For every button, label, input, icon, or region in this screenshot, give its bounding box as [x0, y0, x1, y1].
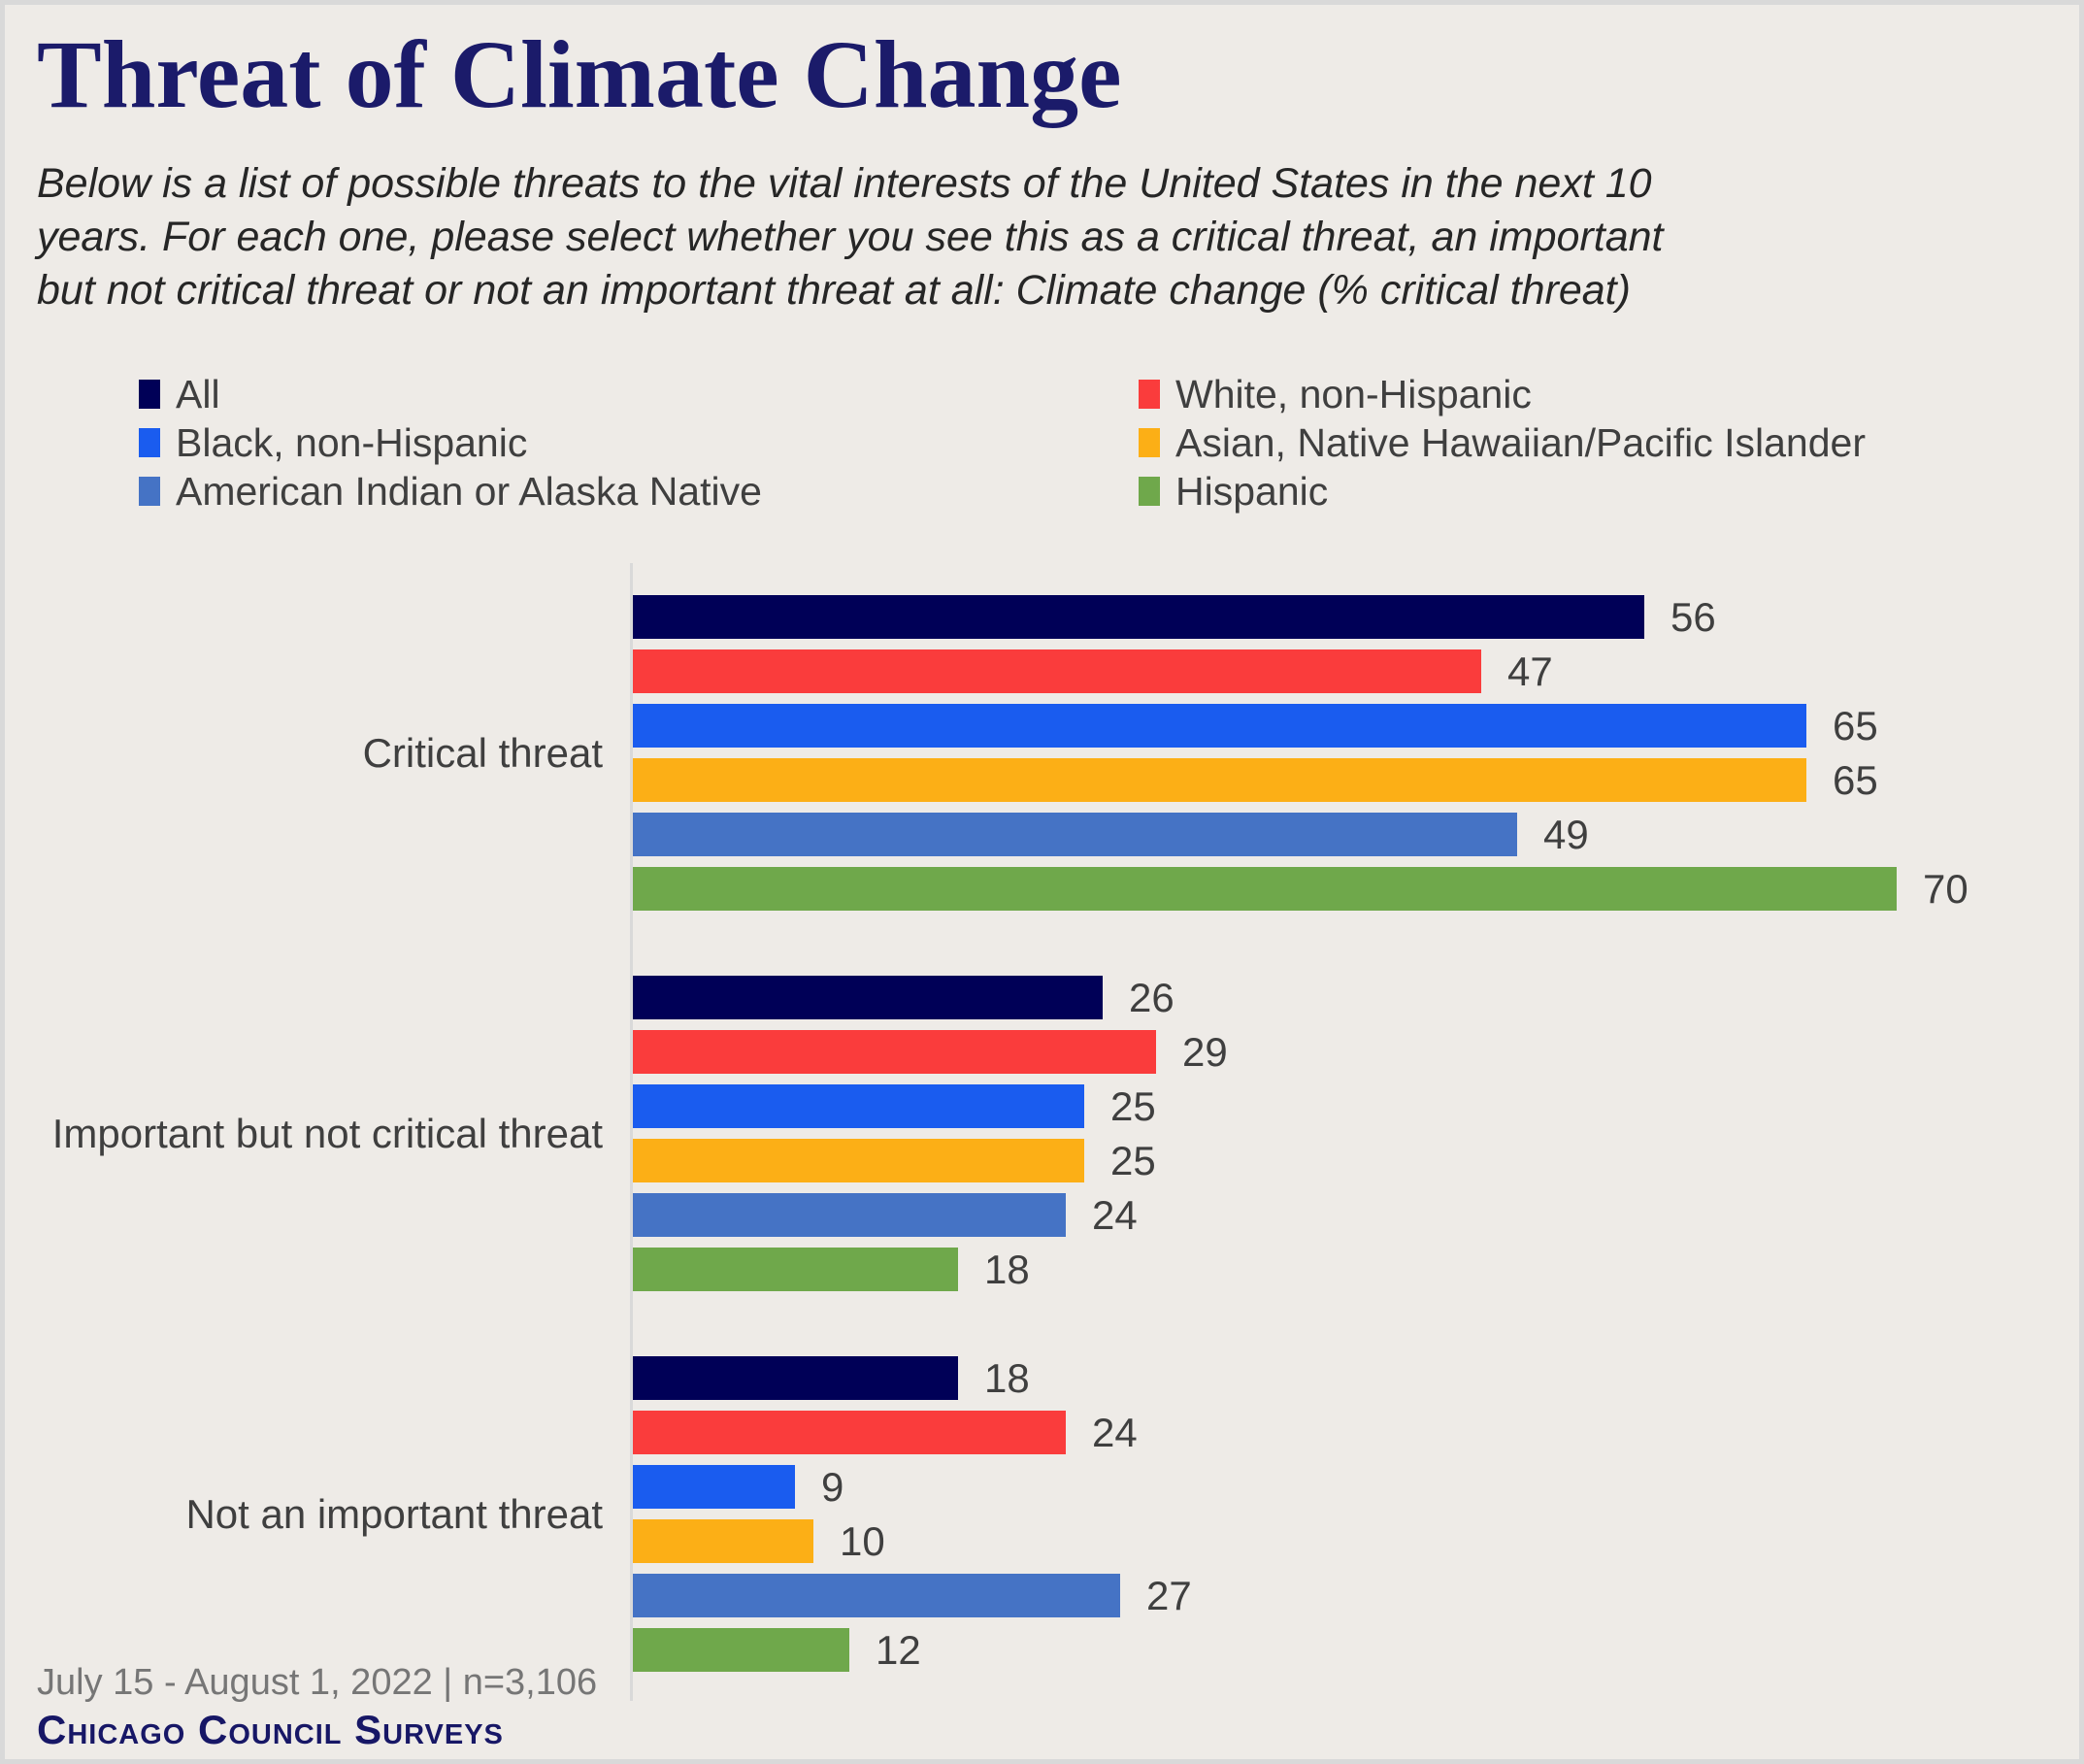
bar-stack: 56 47 65 65 49 70 [633, 593, 2079, 912]
bar-row: 65 [633, 702, 2079, 749]
value-label: 47 [1507, 648, 1553, 694]
value-label: 49 [1543, 811, 1589, 857]
footer: July 15 - August 1, 2022 | n=3,106 Chica… [37, 1659, 597, 1754]
bar [633, 1248, 958, 1291]
bar-group: Critical threat 56 47 65 65 49 70 [5, 593, 2079, 912]
bar-row: 49 [633, 811, 2079, 857]
legend-label: Asian, Native Hawaiian/Pacific Islander [1175, 419, 1866, 465]
value-label: 29 [1182, 1028, 1228, 1075]
legend-color-swatch [139, 428, 160, 457]
category-label: Critical threat [362, 730, 603, 776]
bar [633, 1574, 1120, 1617]
legend-item: American Indian or Alaska Native [139, 469, 1139, 515]
legend-label: American Indian or Alaska Native [176, 468, 762, 514]
legend-label: All [176, 371, 220, 416]
bar [633, 1030, 1156, 1074]
legend-item: Hispanic [1139, 469, 2050, 515]
bar [633, 758, 1806, 802]
legend-color-swatch [139, 380, 160, 409]
bar-row: 56 [633, 593, 2079, 640]
category-label: Not an important threat [185, 1491, 603, 1537]
y-axis-line [630, 563, 633, 1701]
legend-color-swatch [1139, 380, 1160, 409]
bar-row: 9 [633, 1463, 2079, 1510]
bar-row: 10 [633, 1517, 2079, 1564]
bar [633, 1519, 813, 1563]
bar-row: 70 [633, 865, 2079, 912]
bar [633, 813, 1517, 856]
bar [633, 867, 1897, 911]
bar [633, 976, 1103, 1019]
value-label: 25 [1110, 1137, 1156, 1183]
subtitle-line: years. For each one, please select wheth… [37, 214, 1664, 260]
bar [633, 704, 1806, 748]
chart-subtitle: Below is a list of possible threats to t… [37, 157, 2050, 317]
legend-label: White, non-Hispanic [1175, 371, 1532, 416]
subtitle-line: Below is a list of possible threats to t… [37, 160, 1652, 207]
bar-row: 12 [633, 1626, 2079, 1673]
bar-row: 26 [633, 974, 2079, 1020]
bar [633, 649, 1481, 693]
value-label: 27 [1146, 1572, 1192, 1618]
value-label: 24 [1092, 1191, 1138, 1238]
bar-group: Not an important threat 18 24 9 10 27 12 [5, 1354, 2079, 1673]
bar [633, 1628, 849, 1672]
legend-color-swatch [1139, 477, 1160, 506]
bar [633, 1084, 1084, 1128]
value-label: 10 [840, 1517, 885, 1564]
bar [633, 1465, 795, 1509]
chart-title: Threat of Climate Change [37, 20, 1122, 128]
legend-color-swatch [139, 477, 160, 506]
legend: All White, non-Hispanic Black, non-Hispani… [139, 370, 2050, 516]
value-label: 65 [1833, 756, 1878, 803]
bar-row: 29 [633, 1028, 2079, 1075]
legend-color-swatch [1139, 428, 1160, 457]
legend-label: Black, non-Hispanic [176, 419, 528, 465]
legend-label: Hispanic [1175, 468, 1329, 514]
value-label: 56 [1671, 593, 1716, 640]
bar-row: 24 [633, 1191, 2079, 1238]
source-note: July 15 - August 1, 2022 | n=3,106 [37, 1662, 598, 1703]
bar [633, 1356, 958, 1400]
bar-row: 25 [633, 1137, 2079, 1183]
bar-row: 65 [633, 756, 2079, 803]
bar-chart: Critical threat 56 47 65 65 49 70 Important but… [5, 563, 2079, 1701]
bar-group: Important but not critical threat 26 29 25 2… [5, 974, 2079, 1292]
brand-logo-text: Chicago Council Surveys [37, 1707, 504, 1752]
legend-item: Black, non-Hispanic [139, 420, 1139, 466]
legend-item: White, non-Hispanic [1139, 372, 2050, 417]
legend-item: All [139, 372, 1139, 417]
value-label: 24 [1092, 1409, 1138, 1455]
value-label: 12 [876, 1626, 921, 1673]
bar [633, 1139, 1084, 1182]
bar [633, 595, 1644, 639]
bar-stack: 18 24 9 10 27 12 [633, 1354, 2079, 1673]
bar [633, 1193, 1066, 1237]
category-label: Important but not critical threat [51, 1111, 603, 1156]
bar-row: 25 [633, 1082, 2079, 1129]
bar-row: 47 [633, 648, 2079, 694]
value-label: 65 [1833, 702, 1878, 749]
value-label: 70 [1923, 865, 1968, 912]
bar-row: 27 [633, 1572, 2079, 1618]
bar-row: 18 [633, 1246, 2079, 1292]
bar-row: 18 [633, 1354, 2079, 1401]
legend-item: Asian, Native Hawaiian/Pacific Islander [1139, 420, 2050, 466]
value-label: 18 [984, 1246, 1030, 1292]
bar-row: 24 [633, 1409, 2079, 1455]
value-label: 9 [821, 1463, 844, 1510]
bar-stack: 26 29 25 25 24 18 [633, 974, 2079, 1292]
value-label: 18 [984, 1354, 1030, 1401]
bar [633, 1411, 1066, 1454]
value-label: 26 [1129, 974, 1174, 1020]
subtitle-line: but not critical threat or not an import… [37, 267, 1631, 314]
value-label: 25 [1110, 1082, 1156, 1129]
